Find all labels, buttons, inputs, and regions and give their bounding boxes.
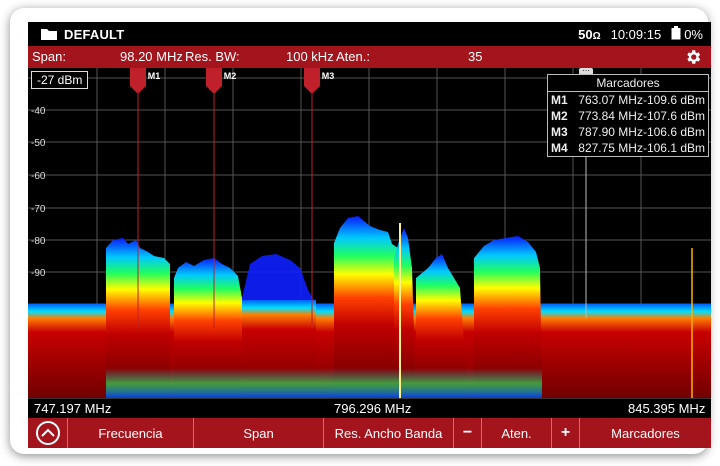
marker-value: 787.90 MHz-106.6 dBm	[578, 125, 705, 139]
y-tick: -70	[31, 204, 46, 215]
softkey-bar: Frecuencia Span Res. Ancho Banda − Aten.…	[28, 418, 711, 448]
marker-id: M3	[551, 125, 568, 139]
home-icon	[35, 421, 60, 445]
preset-title[interactable]: DEFAULT	[64, 26, 125, 42]
marker-flag-m3[interactable]: M3	[304, 68, 334, 94]
impedance-indicator: 50Ω	[578, 27, 601, 42]
battery-icon	[671, 25, 681, 43]
device-frame: DEFAULT 50Ω 10:09:15 0% Span: 98.20 MHz …	[10, 8, 711, 454]
clock: 10:09:15	[610, 26, 662, 42]
folder-icon[interactable]	[40, 27, 58, 41]
parameter-bar: Span: 98.20 MHz Res. BW: 100 kHz Aten.: …	[28, 46, 711, 68]
marker-value: 827.75 MHz-106.1 dBm	[578, 141, 705, 155]
marker-row[interactable]: M3 787.90 MHz-106.6 dBm	[548, 124, 708, 140]
y-tick: -80	[31, 236, 46, 247]
span-value[interactable]: 98.20 MHz	[120, 49, 183, 64]
rbw-value[interactable]: 100 kHz	[286, 49, 334, 64]
impedance-unit: Ω	[592, 30, 601, 42]
marker-id: M2	[551, 109, 568, 123]
marker-flag-m1[interactable]: M1	[130, 68, 160, 94]
marker-flag-label: M2	[223, 71, 237, 81]
marker-flag-label: M3	[321, 71, 335, 81]
y-tick: -50	[31, 138, 46, 149]
marker-id: M1	[551, 93, 568, 107]
y-tick: -40	[31, 106, 46, 117]
battery-indicator: 0%	[671, 25, 703, 43]
y-tick: -60	[31, 171, 46, 182]
signal-block-7	[474, 236, 542, 398]
stop-frequency: 845.395 MHz	[628, 401, 706, 416]
marker-row[interactable]: M1 763.07 MHz-109.6 dBm	[548, 92, 708, 108]
signal-block-2	[174, 258, 242, 398]
span-label: Span:	[32, 49, 66, 64]
frequency-axis: 747.197 MHz 796.296 MHz 845.395 MHz	[28, 398, 711, 418]
start-frequency: 747.197 MHz	[34, 401, 112, 416]
marker-id: M4	[551, 141, 568, 155]
reference-level[interactable]: -27 dBm	[31, 71, 89, 89]
marker-flag-m2[interactable]: M2	[206, 68, 236, 94]
frecuencia-button[interactable]: Frecuencia	[68, 418, 194, 448]
markers-table[interactable]: Marcadores M1 763.07 MHz-109.6 dBm M2 77…	[547, 74, 709, 157]
bottom-fade	[106, 368, 542, 398]
atten-minus-button[interactable]: −	[454, 418, 482, 448]
rbw-button[interactable]: Res. Ancho Banda	[324, 418, 454, 448]
gear-icon[interactable]	[684, 48, 702, 69]
rbw-label: Res. BW:	[185, 49, 240, 64]
marcadores-button[interactable]: Marcadores	[611, 425, 680, 441]
spectrogram	[28, 68, 711, 398]
marker-flag-label: M1	[147, 71, 161, 81]
home-button[interactable]	[28, 418, 68, 448]
markers-table-title: Marcadores	[548, 75, 708, 92]
signal-block-6	[416, 254, 468, 398]
atten-label: Aten.:	[336, 49, 370, 64]
marker-handle-icon[interactable]: ···	[579, 67, 593, 76]
marker-row[interactable]: M2 773.84 MHz-107.6 dBm	[548, 108, 708, 124]
spectrum-plot[interactable]: -27 dBm -40 -50 -60 -70 -80 -90 M1 M2 M3…	[28, 67, 711, 398]
signal-block-4	[334, 216, 402, 398]
atten-value[interactable]: 35	[468, 49, 483, 64]
marker-value: 763.07 MHz-109.6 dBm	[578, 93, 705, 107]
marker-row[interactable]: M4 827.75 MHz-106.1 dBm	[548, 140, 708, 156]
status-bar: DEFAULT 50Ω 10:09:15 0%	[28, 22, 711, 46]
analyzer-screen: DEFAULT 50Ω 10:09:15 0% Span: 98.20 MHz …	[28, 22, 711, 448]
impedance-value: 50	[578, 26, 593, 42]
span-button[interactable]: Span	[194, 418, 324, 448]
marker-value: 773.84 MHz-107.6 dBm	[578, 109, 705, 123]
aten-button[interactable]: Aten.	[482, 418, 552, 448]
atten-plus-button[interactable]: +	[552, 418, 580, 448]
center-frequency: 796.296 MHz	[334, 401, 412, 416]
battery-level: 0%	[684, 26, 703, 42]
y-tick: -90	[31, 268, 46, 279]
